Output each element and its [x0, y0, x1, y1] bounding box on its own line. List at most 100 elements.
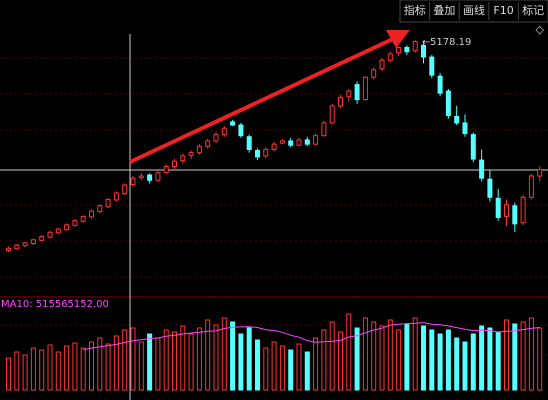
candle-body — [14, 244, 20, 250]
volume-bar — [537, 327, 543, 391]
volume-bar — [404, 323, 410, 391]
volume-bar — [371, 321, 377, 391]
volume-bar — [97, 337, 103, 391]
candle-body — [379, 59, 385, 70]
candle-body — [296, 139, 302, 146]
volume-bar — [147, 333, 153, 391]
volume-bar — [221, 317, 227, 391]
candle-body — [412, 41, 418, 52]
volume-bar — [205, 319, 211, 391]
candle-body — [387, 53, 393, 61]
toolbar-bg — [399, 0, 548, 23]
volume-bar — [238, 333, 244, 391]
volume-bar — [263, 347, 269, 391]
candle-body — [147, 174, 153, 181]
toolbar-button[interactable]: F10 — [493, 4, 513, 17]
volume-bar — [462, 341, 468, 391]
candle-body — [172, 160, 177, 167]
toolbar-button[interactable]: 指标 — [404, 3, 426, 17]
volume-bar — [288, 349, 294, 391]
volume-bar — [387, 319, 393, 391]
candle-body — [288, 140, 294, 146]
candle-body — [89, 210, 94, 218]
arrow-shaft — [129, 36, 396, 164]
volume-bar — [437, 333, 443, 391]
volume-bar — [487, 327, 493, 391]
candle-body — [180, 155, 186, 162]
candle-body — [454, 116, 460, 124]
candle-body — [163, 165, 169, 173]
volume-bar — [304, 351, 310, 391]
volume-bar — [22, 354, 28, 391]
volume-bar — [230, 321, 236, 391]
volume-bar — [470, 333, 476, 391]
candle-body — [238, 124, 244, 137]
volume-bar — [155, 337, 161, 391]
volume-bar — [321, 329, 327, 391]
volume-bar — [39, 349, 45, 391]
candle-body — [47, 231, 53, 238]
volume-bar — [196, 327, 202, 391]
candle-body — [371, 69, 377, 78]
candle-body — [230, 121, 236, 126]
candle-body — [313, 135, 319, 145]
volume-bar — [362, 317, 368, 391]
volume-bar — [421, 325, 426, 391]
candle-body — [528, 175, 534, 198]
candle-body — [520, 196, 526, 224]
candle-body — [512, 205, 518, 225]
candle-body — [354, 84, 360, 101]
toolbar-button[interactable]: 叠加 — [433, 4, 455, 17]
candle-body — [396, 46, 402, 54]
candle-body — [329, 105, 335, 124]
volume-bar — [105, 343, 111, 391]
volume-bar — [72, 342, 78, 391]
candle-body — [321, 122, 327, 137]
toolbar-button[interactable]: 标记 — [522, 3, 544, 17]
volume-bar — [130, 327, 136, 391]
candle-body — [39, 236, 45, 241]
volume-bar — [138, 341, 144, 391]
candle-body — [479, 159, 485, 179]
candle-body — [445, 90, 451, 116]
peak-label: 5178.19 — [430, 37, 471, 48]
candle-body — [437, 75, 443, 94]
candle-body — [155, 172, 161, 181]
candle-body — [55, 228, 61, 234]
volume-bar — [479, 325, 485, 391]
volume-bar — [346, 313, 352, 391]
candle-body — [221, 127, 227, 136]
volume-bar — [113, 335, 119, 391]
volume-bar — [313, 337, 319, 391]
candle-body — [188, 152, 194, 156]
candle-body — [205, 140, 211, 147]
candle-body — [138, 175, 144, 179]
candle-body — [30, 239, 36, 244]
candle-body — [304, 139, 310, 145]
volume-bar — [64, 345, 70, 391]
volume-bar — [296, 343, 302, 391]
volume-bar — [495, 331, 501, 391]
candle-body — [196, 145, 202, 154]
volume-bar — [379, 325, 385, 391]
volume-bar — [6, 357, 11, 391]
candle-body — [271, 143, 277, 150]
volume-bar — [279, 345, 285, 391]
candle-body — [97, 205, 103, 213]
volume-bar — [504, 319, 509, 391]
volume-bar — [445, 329, 451, 391]
candle-body — [362, 76, 368, 101]
volume-bar — [89, 341, 94, 391]
volume-bar — [429, 329, 435, 391]
diamond-icon: ◇ — [536, 23, 545, 36]
toolbar-button[interactable]: 画线 — [463, 3, 485, 17]
candle-body — [504, 204, 509, 217]
volume-bar — [55, 351, 61, 391]
candle-body — [495, 197, 501, 218]
volume-bar — [213, 324, 219, 391]
arrow-head — [386, 30, 410, 48]
candle-body — [462, 122, 468, 135]
candle-body — [80, 215, 86, 222]
volume-bar — [47, 344, 53, 391]
